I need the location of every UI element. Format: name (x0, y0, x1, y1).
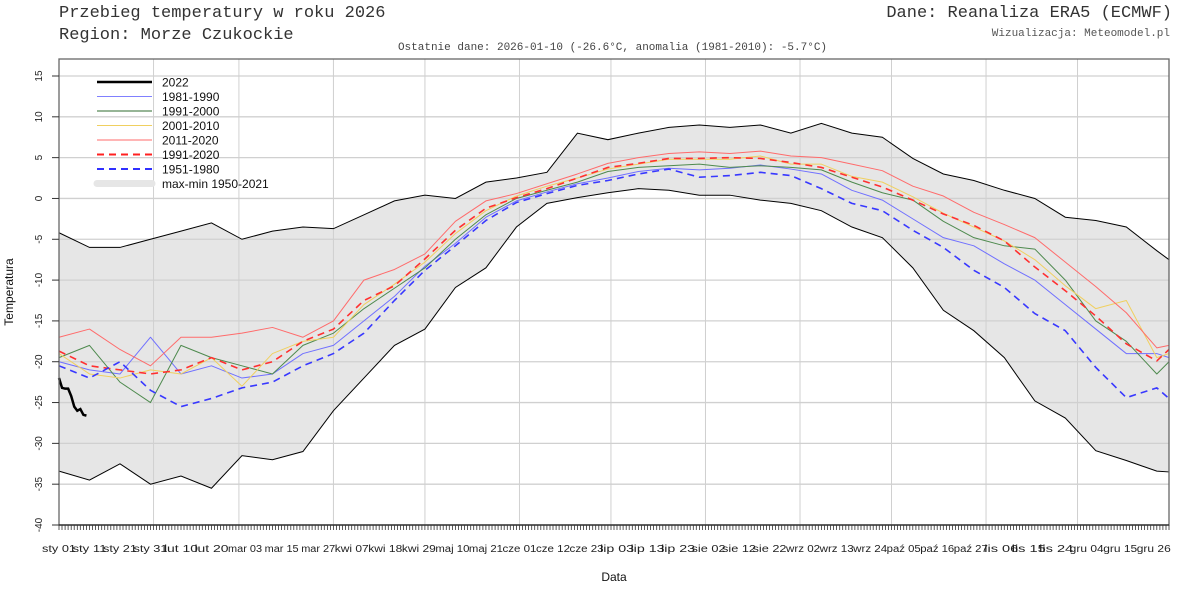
x-tick-label: kwi 07 (335, 544, 370, 555)
x-tick-label: gru 04 (1070, 544, 1105, 555)
series-line-1991-2020 (58, 156, 1170, 375)
y-tick-label: -15 (34, 313, 45, 328)
legend-label: 1951-1980 (162, 163, 220, 177)
x-axis-title: Data (601, 570, 627, 584)
x-tick-label: lut 20 (194, 544, 229, 555)
band-min-line (58, 188, 1170, 489)
x-tick-label: maj 21 (469, 544, 503, 555)
x-tick-label: paź 27 (954, 544, 988, 555)
series-line-1991-2000 (58, 163, 1170, 404)
legend-label: 1991-2020 (162, 148, 220, 162)
x-tick-label: wrz 24 (852, 544, 888, 555)
x-tick-label: paź 16 (920, 544, 954, 555)
x-tick-label: sie 22 (753, 544, 788, 555)
visualization-credit: Wizualizacja: Meteomodel.pl (991, 28, 1170, 40)
x-tick-label: sie 02 (692, 544, 727, 555)
x-tick-label: sie 12 (722, 544, 757, 555)
x-tick-label: mar 27 (301, 544, 335, 555)
series-line-2011-2020 (58, 150, 1170, 367)
x-tick-label: lip 13 (631, 544, 666, 555)
y-tick-label: -10 (34, 272, 45, 287)
y-tick-label: -30 (34, 436, 45, 451)
x-axis-day-ticks (58, 525, 1170, 530)
legend-label: 2011-2020 (162, 134, 219, 148)
legend-label: 2001-2010 (162, 119, 220, 133)
x-tick-label: sty 31 (133, 544, 168, 555)
x-tick-label: cze 12 (536, 544, 570, 555)
y-tick-label: -40 (34, 517, 45, 532)
y-tick-label: -20 (34, 354, 45, 369)
current-year-line (57, 377, 87, 417)
legend: 20221981-19901991-20002001-20102011-2020… (93, 76, 269, 191)
x-tick-label: kwi 18 (368, 544, 403, 555)
x-tick-label: lip 03 (600, 544, 635, 555)
x-tick-label: lis 06 (984, 544, 1019, 555)
x-tick-label: paź 05 (887, 544, 921, 555)
x-tick-label: maj 10 (435, 544, 469, 555)
legend-label: 1991-2000 (162, 105, 220, 119)
x-tick-label: cze 23 (570, 544, 604, 555)
x-tick-label: sty 21 (103, 544, 138, 555)
y-tick-label: -35 (34, 477, 45, 492)
legend-label: 2022 (162, 76, 189, 90)
x-tick-label: mar 15 (265, 544, 299, 555)
y-tick-label: 5 (34, 154, 45, 160)
x-tick-label: lut 10 (164, 544, 199, 555)
data-source: Dane: Reanaliza ERA5 (ECMWF) (886, 4, 1172, 23)
x-tick-label: gru 15 (1103, 544, 1138, 555)
x-tick-label: lip 23 (661, 544, 696, 555)
last-data-info: Ostatnie dane: 2026-01-10 (-26.6°C, anom… (397, 42, 828, 54)
y-tick-label: 0 (34, 195, 45, 201)
y-tick-label: -25 (34, 395, 45, 410)
x-tick-label: sty 01 (42, 544, 77, 555)
legend-label: 1981-1990 (162, 90, 220, 104)
x-tick-label: sty 11 (72, 544, 107, 555)
y-tick-label: 15 (34, 70, 45, 82)
y-tick-label: 10 (34, 111, 45, 123)
chart-title: Przebieg temperatury w roku 2026 (59, 4, 386, 23)
band-max-line (58, 122, 1170, 261)
x-tick-label: lis 15 (1012, 544, 1047, 555)
x-tick-label: cze 01 (502, 544, 536, 555)
series-line-1981-1990 (58, 164, 1170, 379)
series-line-1951-1980 (58, 168, 1170, 408)
x-tick-label: wrz 02 (785, 544, 821, 555)
y-tick-label: -5 (34, 234, 45, 243)
x-tick-label: gru 26 (1137, 544, 1172, 555)
x-tick-label: kwi 29 (402, 544, 437, 555)
y-axis-title: Temperatura (2, 258, 16, 326)
chart-region: Region: Morze Czukockie (59, 26, 294, 45)
x-tick-label: mar 03 (228, 544, 262, 555)
x-tick-label: lis 24 (1039, 544, 1074, 555)
x-tick-label: wrz 13 (818, 544, 854, 555)
legend-label: max-min 1950-2021 (162, 177, 269, 191)
